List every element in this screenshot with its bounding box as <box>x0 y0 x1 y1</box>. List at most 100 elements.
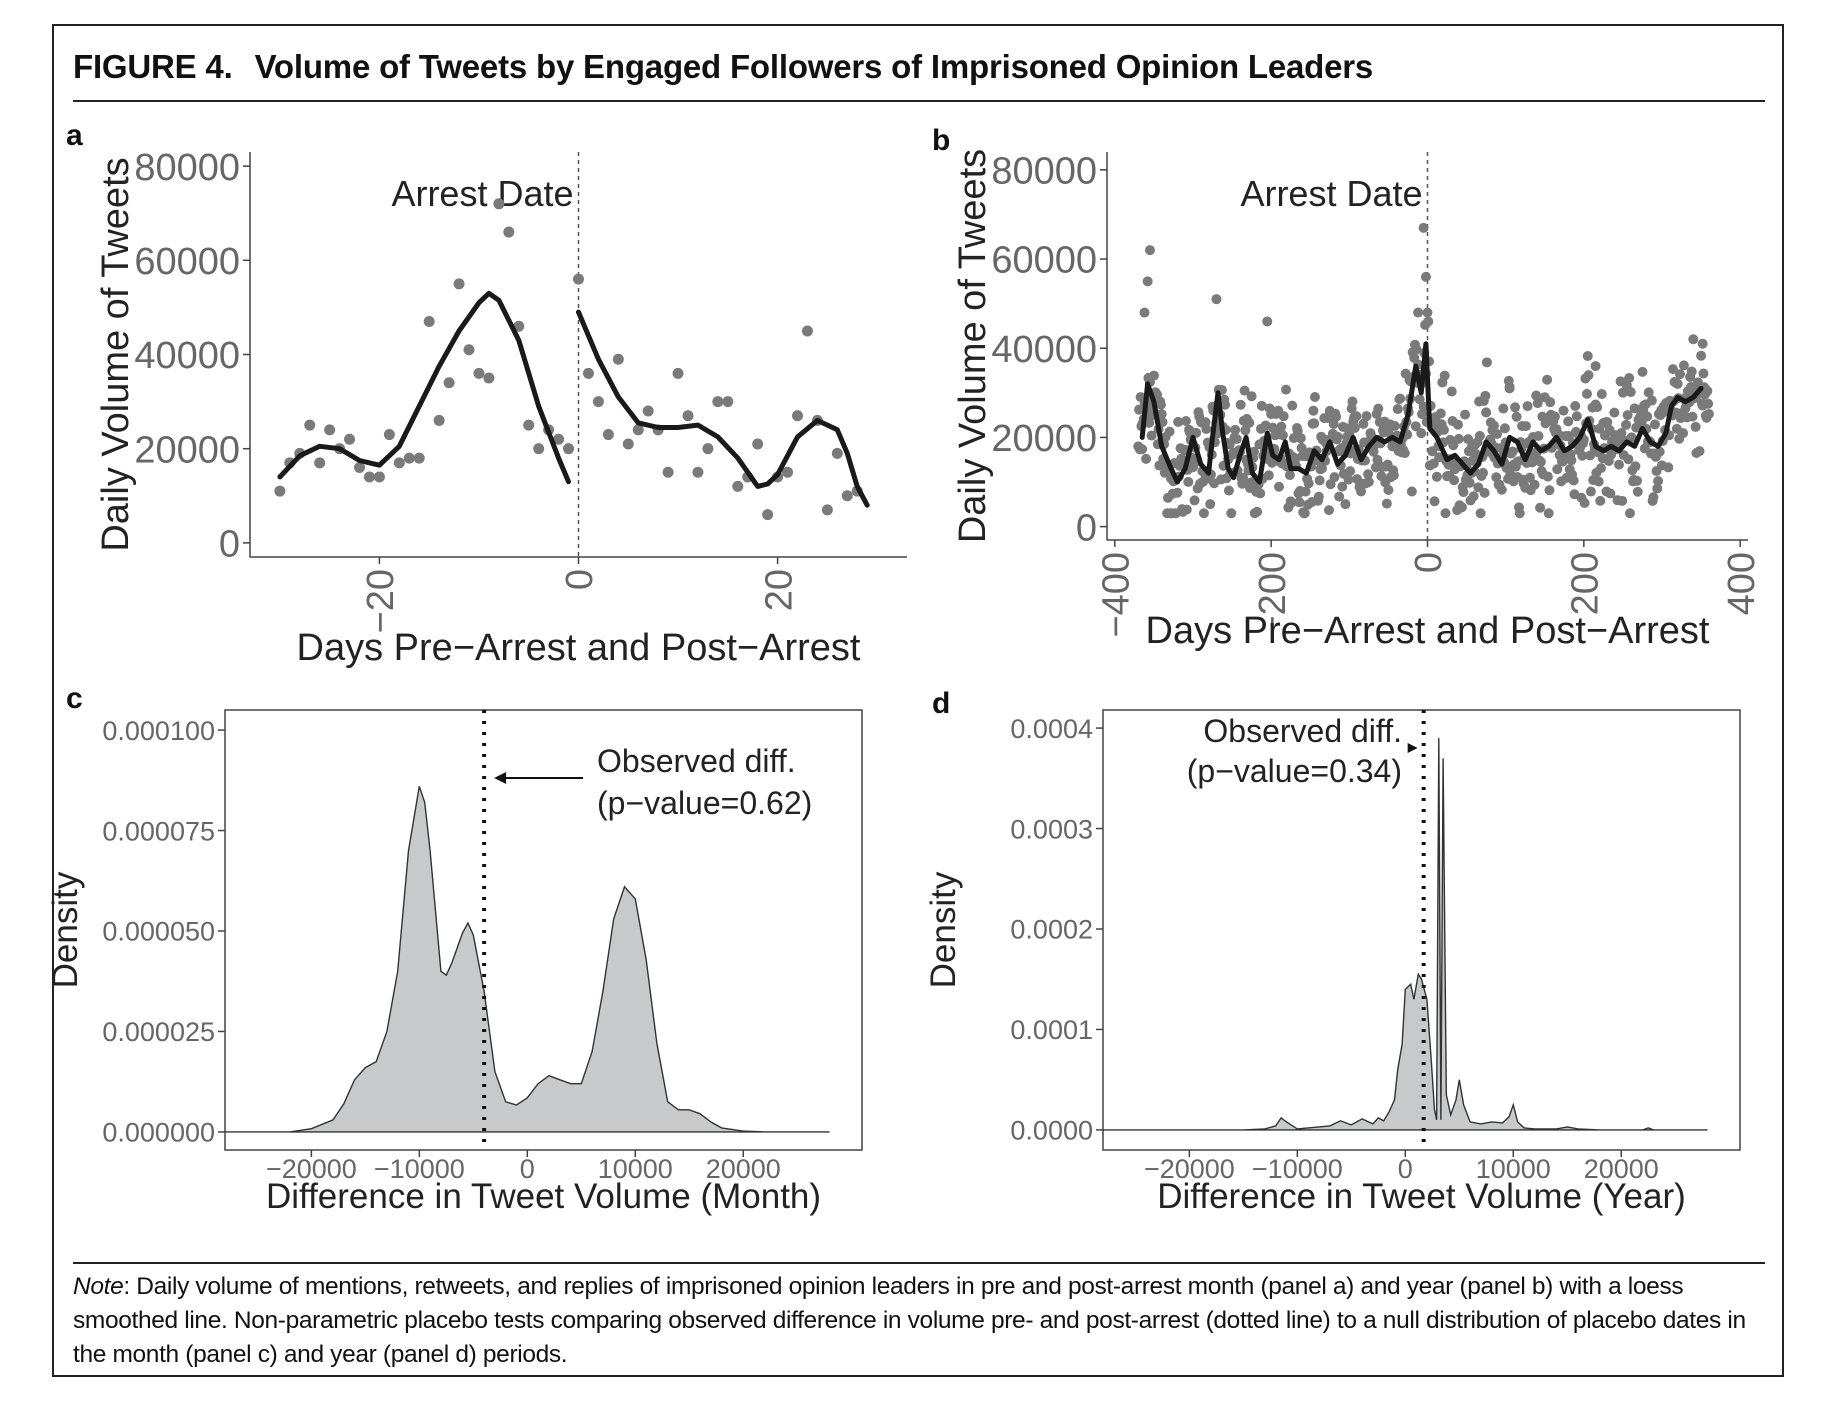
data-point <box>1687 411 1698 422</box>
x-tick-label: −10000 <box>374 1154 465 1184</box>
data-point <box>563 443 575 455</box>
data-point <box>1449 475 1460 486</box>
data-point <box>1303 478 1314 489</box>
y-axis-title: Density <box>46 871 85 988</box>
data-point <box>443 377 455 389</box>
data-point <box>1592 402 1603 413</box>
data-point <box>1479 487 1490 498</box>
data-point <box>1520 421 1531 432</box>
plot-frame <box>224 709 863 1151</box>
data-point <box>1395 393 1406 404</box>
data-point <box>1609 407 1620 418</box>
data-point <box>1313 491 1324 502</box>
data-point <box>1181 504 1192 515</box>
y-tick-label: 0.000025 <box>102 1017 215 1047</box>
data-point <box>1173 416 1184 427</box>
data-point <box>1654 446 1665 457</box>
data-point <box>1642 411 1653 422</box>
data-point <box>1614 459 1625 470</box>
data-point <box>1416 428 1427 439</box>
data-point <box>1361 411 1372 422</box>
figure-label: FIGURE 4. <box>73 48 233 85</box>
data-point <box>1347 396 1358 407</box>
data-point <box>1345 466 1356 477</box>
y-tick-label: 60000 <box>134 241 240 283</box>
x-tick-label: −200 <box>1252 552 1294 638</box>
x-tick-label: −400 <box>1095 552 1137 638</box>
data-point <box>1672 378 1683 389</box>
data-point <box>1481 407 1492 418</box>
data-point <box>383 429 395 441</box>
y-tick-label: 80000 <box>134 147 240 189</box>
data-point <box>363 471 375 483</box>
data-point <box>1231 434 1242 445</box>
data-point <box>1399 448 1410 459</box>
data-point <box>1621 419 1632 430</box>
data-point <box>573 273 584 285</box>
data-point <box>1146 430 1157 441</box>
data-point <box>1189 495 1200 506</box>
data-point <box>1674 369 1685 380</box>
data-point <box>1438 424 1449 435</box>
data-point <box>1690 421 1701 432</box>
data-point <box>453 278 465 290</box>
y-tick-label: 0 <box>219 524 240 566</box>
data-point <box>1663 462 1674 473</box>
data-point <box>821 504 833 516</box>
data-point <box>304 419 316 431</box>
data-point <box>1220 399 1231 410</box>
data-point <box>1142 276 1153 287</box>
data-point <box>1507 446 1518 457</box>
data-point <box>1356 486 1367 497</box>
data-point <box>1653 476 1664 487</box>
data-point <box>1332 431 1343 442</box>
data-point <box>1652 483 1663 494</box>
data-point <box>1183 476 1194 487</box>
data-point <box>1452 419 1463 430</box>
panel-letter-c: c <box>66 682 83 715</box>
data-point <box>1696 350 1707 361</box>
x-tick-label: 200 <box>1565 552 1607 615</box>
loess-line <box>277 290 571 485</box>
data-point <box>1531 390 1542 401</box>
data-point <box>423 316 435 328</box>
y-tick-label: 80000 <box>991 151 1097 193</box>
data-point <box>1392 404 1403 415</box>
data-point <box>1287 400 1298 411</box>
data-point <box>1246 391 1257 402</box>
data-point <box>1570 401 1581 412</box>
data-point <box>1626 432 1637 443</box>
data-point <box>1631 475 1642 486</box>
data-point <box>1139 307 1150 318</box>
data-point <box>1198 508 1209 519</box>
data-point <box>1316 463 1327 474</box>
y-tick-label: 0.000050 <box>102 917 215 947</box>
data-point <box>592 396 604 408</box>
data-point <box>1363 469 1374 480</box>
note-lead: Note <box>73 1273 124 1300</box>
data-point <box>1201 423 1212 434</box>
data-point <box>1277 430 1288 441</box>
data-point <box>1446 386 1457 397</box>
data-point <box>324 424 336 436</box>
data-point <box>1596 389 1607 400</box>
note-text: : Daily volume of mentions, retweets, an… <box>73 1273 1746 1368</box>
y-tick-label: 60000 <box>991 240 1097 282</box>
x-tick-label: 10000 <box>1476 1154 1551 1184</box>
data-point <box>1579 497 1590 508</box>
data-point <box>642 405 654 417</box>
data-point <box>463 344 475 356</box>
data-point <box>841 490 853 502</box>
data-point <box>1522 401 1533 412</box>
data-point <box>1545 397 1556 408</box>
observed-diff-annotation: Observed diff. (p−value=0.62) <box>494 743 812 821</box>
x-tick-label: 0 <box>559 569 601 590</box>
data-point <box>1499 423 1510 434</box>
annotation-line: Observed diff. <box>1203 713 1402 749</box>
y-tick-label: 0.0001 <box>1010 1015 1093 1045</box>
data-point <box>1558 405 1569 416</box>
data-point <box>533 443 545 455</box>
data-point <box>1284 470 1295 481</box>
data-point <box>732 480 744 492</box>
data-point <box>1300 486 1311 497</box>
